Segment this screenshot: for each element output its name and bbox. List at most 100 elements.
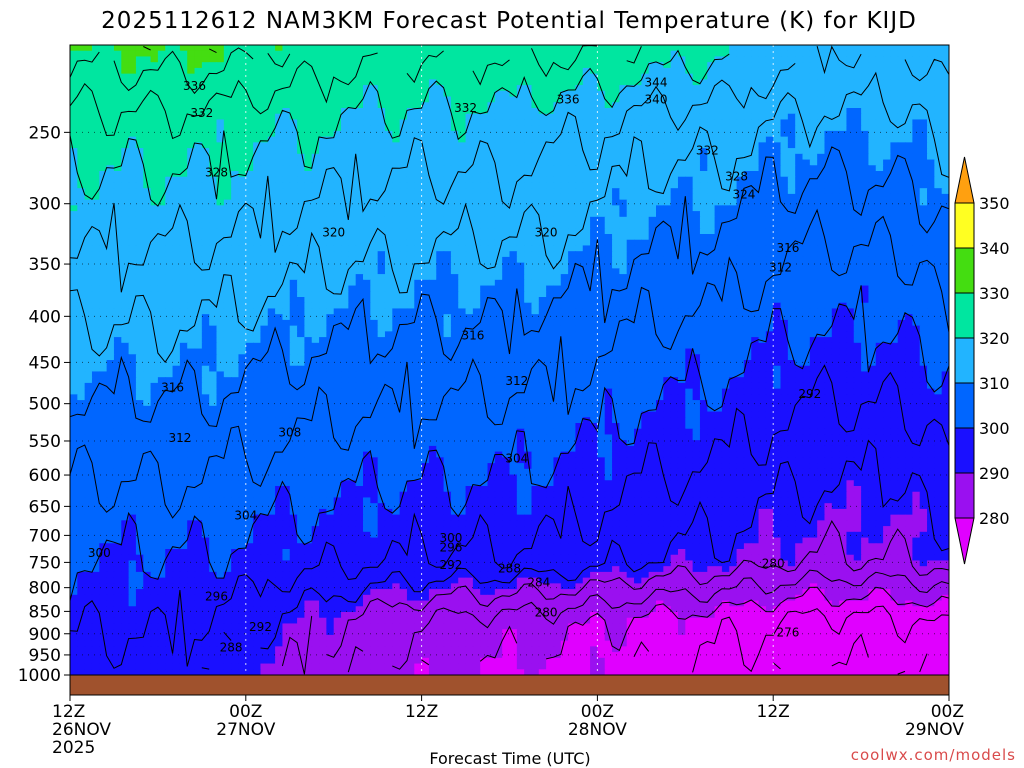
field-cell xyxy=(326,114,334,120)
field-cell xyxy=(436,182,444,188)
field-cell xyxy=(488,268,496,274)
field-cell xyxy=(553,114,561,120)
field-cell xyxy=(392,171,400,177)
field-cell xyxy=(297,234,305,240)
field-cell xyxy=(517,137,525,143)
field-cell xyxy=(312,217,320,223)
field-cell xyxy=(539,131,547,137)
field-cell xyxy=(781,234,789,240)
field-cell xyxy=(378,223,386,229)
field-cell xyxy=(378,268,386,274)
field-cell xyxy=(422,114,430,120)
field-cell xyxy=(363,74,371,80)
field-cell xyxy=(861,137,869,143)
field-cell xyxy=(312,228,320,234)
field-cell xyxy=(502,125,510,131)
field-cell xyxy=(136,205,144,211)
field-cell xyxy=(495,74,503,80)
field-cell xyxy=(846,137,854,143)
field-cell xyxy=(810,188,818,194)
field-cell xyxy=(773,131,781,137)
field-cell xyxy=(341,171,349,177)
field-cell xyxy=(700,234,708,240)
field-cell xyxy=(553,131,561,137)
field-cell xyxy=(260,257,268,263)
field-cell xyxy=(444,268,452,274)
field-cell xyxy=(217,234,225,240)
field-cell xyxy=(700,194,708,200)
field-cell xyxy=(546,45,554,51)
field-cell xyxy=(165,102,173,108)
field-cell xyxy=(348,240,356,246)
field-cell xyxy=(195,251,203,257)
field-cell xyxy=(378,274,386,280)
field-cell xyxy=(290,240,298,246)
field-cell xyxy=(737,119,745,125)
field-cell xyxy=(70,91,78,97)
field-cell xyxy=(143,263,151,269)
field-cell xyxy=(422,205,430,211)
field-cell xyxy=(920,245,928,251)
field-cell xyxy=(385,205,393,211)
field-cell xyxy=(934,245,942,251)
field-cell xyxy=(634,114,642,120)
field-cell xyxy=(77,165,85,171)
field-cell xyxy=(319,125,327,131)
field-cell xyxy=(583,97,591,103)
field-cell xyxy=(612,154,620,160)
field-cell xyxy=(99,257,107,263)
field-cell xyxy=(275,274,283,280)
field-cell xyxy=(495,154,503,160)
field-cell xyxy=(129,205,137,211)
field-cell xyxy=(238,125,246,131)
field-cell xyxy=(803,200,811,206)
field-cell xyxy=(378,137,386,143)
field-cell xyxy=(700,240,708,246)
field-cell xyxy=(129,245,137,251)
field-cell xyxy=(282,194,290,200)
field-cell xyxy=(883,274,891,280)
field-cell xyxy=(546,177,554,183)
field-cell xyxy=(678,108,686,114)
field-cell xyxy=(312,257,320,263)
field-cell xyxy=(436,68,444,74)
field-cell xyxy=(451,56,459,62)
field-cell xyxy=(282,74,290,80)
field-cell xyxy=(451,68,459,74)
field-cell xyxy=(385,97,393,103)
field-cell xyxy=(436,154,444,160)
field-cell xyxy=(158,85,166,91)
field-cell xyxy=(773,154,781,160)
field-cell xyxy=(817,91,825,97)
field-cell xyxy=(641,171,649,177)
field-cell xyxy=(861,194,869,200)
field-cell xyxy=(356,194,364,200)
field-cell xyxy=(202,137,210,143)
field-cell xyxy=(883,251,891,257)
field-cell xyxy=(597,68,605,74)
field-cell xyxy=(129,45,137,51)
field-cell xyxy=(246,85,254,91)
field-cell xyxy=(385,154,393,160)
field-cell xyxy=(158,268,166,274)
field-cell xyxy=(590,125,598,131)
field-cell xyxy=(627,194,635,200)
field-cell xyxy=(832,194,840,200)
field-cell xyxy=(883,154,891,160)
field-cell xyxy=(290,160,298,166)
field-cell xyxy=(473,171,481,177)
field-cell xyxy=(590,223,598,229)
field-cell xyxy=(165,45,173,51)
field-cell xyxy=(392,160,400,166)
field-cell xyxy=(253,85,261,91)
field-cell xyxy=(722,119,730,125)
field-cell xyxy=(129,148,137,154)
field-cell xyxy=(868,56,876,62)
field-cell xyxy=(920,97,928,103)
field-cell xyxy=(824,74,832,80)
field-cell xyxy=(378,251,386,257)
field-cell xyxy=(685,257,693,263)
field-cell xyxy=(861,79,869,85)
field-cell xyxy=(348,114,356,120)
field-cell xyxy=(619,205,627,211)
